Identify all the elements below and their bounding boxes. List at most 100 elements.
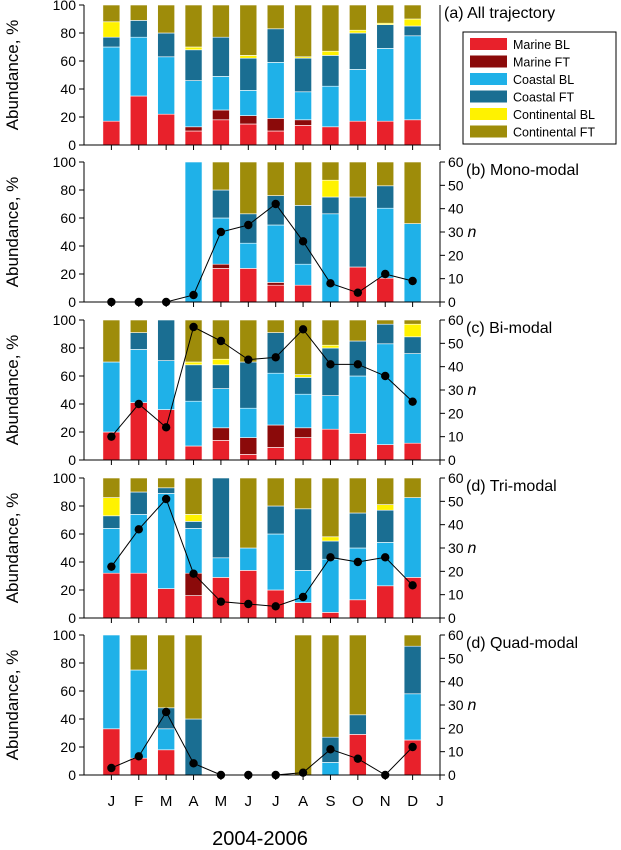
bar-segment-marine-bl xyxy=(403,119,422,146)
legend-swatch-marine-bl xyxy=(470,38,507,50)
right-tick-label: 40 xyxy=(448,517,464,533)
bar-segment-coastal-ft xyxy=(266,505,285,535)
y-axis-label: Abundance, % xyxy=(3,20,22,131)
bar-segment-coastal-bl xyxy=(157,360,175,410)
bar-segment-continental-ft xyxy=(102,4,121,23)
bar-segment-continental-ft xyxy=(184,4,203,48)
bar-segment-marine-bl xyxy=(184,445,203,461)
n-point xyxy=(298,237,308,246)
n-point xyxy=(381,553,390,562)
left-tick-label: 60 xyxy=(60,683,76,699)
left-tick-label: 100 xyxy=(53,0,77,13)
bar-segment-coastal-bl xyxy=(212,557,230,578)
x-tick-label: O xyxy=(352,793,364,810)
bar-segment-marine-bl xyxy=(294,437,312,461)
bar-segment-coastal-bl xyxy=(102,46,121,122)
n-point xyxy=(107,562,116,571)
left-tick-label: 0 xyxy=(68,294,76,310)
left-tick-label: 40 xyxy=(60,396,76,412)
bar-segment-continental-ft xyxy=(376,319,395,325)
bar-segment-coastal-bl xyxy=(239,90,258,116)
bar-segment-marine-bl xyxy=(294,602,312,619)
n-line xyxy=(110,498,413,607)
n-point xyxy=(244,355,253,364)
left-tick-label: 0 xyxy=(68,452,76,468)
bar-segment-continental-ft xyxy=(294,634,312,776)
bar-segment-continental-ft xyxy=(157,4,175,34)
bar-segment-continental-ft xyxy=(184,319,203,363)
bar-segment-continental-bl xyxy=(321,536,340,542)
bar-segment-coastal-ft xyxy=(403,645,422,695)
bar-segment-continental-bl xyxy=(321,50,340,56)
bar-segment-marine-bl xyxy=(102,120,121,146)
n-point xyxy=(408,397,417,406)
bar-segment-coastal-bl xyxy=(129,349,148,403)
x-tick-label: M xyxy=(160,793,173,810)
bar-segment-marine-bl xyxy=(212,268,230,303)
panel-4: 0 10 20 30 40 50 60 n 0 20 40 60 80 100 Abundance, % (d… xyxy=(3,470,557,626)
left-tick-label: 100 xyxy=(53,154,77,170)
bar-segment-continental-ft xyxy=(403,319,422,325)
bar-segment-coastal-ft xyxy=(184,364,203,402)
right-tick-label: 60 xyxy=(448,470,464,486)
bar-segment-marine-bl xyxy=(184,595,203,619)
y2-axis-label: n xyxy=(468,540,477,557)
bar-segment-coastal-bl xyxy=(403,497,422,578)
bar-segment-continental-ft xyxy=(403,4,422,20)
n-point xyxy=(353,360,363,369)
bar-segment-marine-ft xyxy=(266,424,285,448)
bar-segment-continental-ft xyxy=(212,4,230,38)
legend-label: Continental FT xyxy=(513,126,595,140)
left-tick-label: 40 xyxy=(60,81,76,97)
panel-title: (a) All trajectory xyxy=(444,5,555,22)
left-tick-label: 100 xyxy=(53,470,77,486)
y-axis-label: Abundance, % xyxy=(3,493,22,604)
right-tick-label: 30 xyxy=(448,382,464,398)
bar-segment-coastal-bl xyxy=(321,558,340,613)
left-tick-label: 80 xyxy=(60,340,76,356)
right-tick-label: 40 xyxy=(448,201,464,217)
bar-segment-marine-bl xyxy=(157,749,175,776)
bar-segment-marine-bl xyxy=(294,125,312,146)
bar-segment-continental-ft xyxy=(321,477,340,538)
bar-segment-coastal-ft xyxy=(266,28,285,63)
left-tick-label: 40 xyxy=(60,711,76,727)
bar-segment-coastal-bl xyxy=(157,493,175,589)
n-point xyxy=(353,754,363,763)
bar-segment-coastal-bl xyxy=(294,263,312,286)
left-tick-label: 40 xyxy=(60,554,76,570)
n-point xyxy=(244,220,253,230)
bar-segment-coastal-ft xyxy=(184,49,203,81)
legend: Marine BL Marine FT Coastal BL Coastal FT Co… xyxy=(462,31,617,145)
bar-segment-coastal-bl xyxy=(403,35,422,121)
right-tick-label: 20 xyxy=(448,563,464,579)
bar-segment-marine-ft xyxy=(266,282,285,286)
y-axis-label: Abundance, % xyxy=(3,177,22,288)
x-tick-label: J xyxy=(436,793,444,810)
n-point xyxy=(353,288,363,297)
bar-segment-marine-bl xyxy=(376,277,395,303)
right-tick-label: 40 xyxy=(448,359,464,375)
bar-segment-marine-bl xyxy=(321,612,340,619)
bar-segment-coastal-ft xyxy=(212,189,230,219)
bar-segment-coastal-bl xyxy=(239,407,258,438)
bar-segment-continental-ft xyxy=(212,161,230,191)
bar-segment-marine-bl xyxy=(376,585,395,619)
bar-segment-marine-bl xyxy=(157,409,175,461)
bar-segment-coastal-bl xyxy=(212,217,230,265)
left-tick-label: 20 xyxy=(60,109,76,125)
bar-segment-marine-bl xyxy=(349,433,367,461)
bar-segment-coastal-bl xyxy=(266,372,285,426)
left-tick-label: 60 xyxy=(60,53,76,69)
n-point xyxy=(326,360,335,369)
n-point xyxy=(189,322,198,332)
x-tick-label: S xyxy=(325,793,335,810)
bar-segment-marine-bl xyxy=(349,120,367,146)
bar-segment-coastal-bl xyxy=(129,36,148,97)
bar-segment-coastal-bl xyxy=(129,669,148,759)
bar-segment-continental-ft xyxy=(349,477,367,514)
bar-segment-marine-bl xyxy=(239,268,258,303)
bar-segment-marine-bl xyxy=(129,95,148,146)
left-tick-label: 0 xyxy=(68,767,76,783)
n-point xyxy=(134,752,143,761)
